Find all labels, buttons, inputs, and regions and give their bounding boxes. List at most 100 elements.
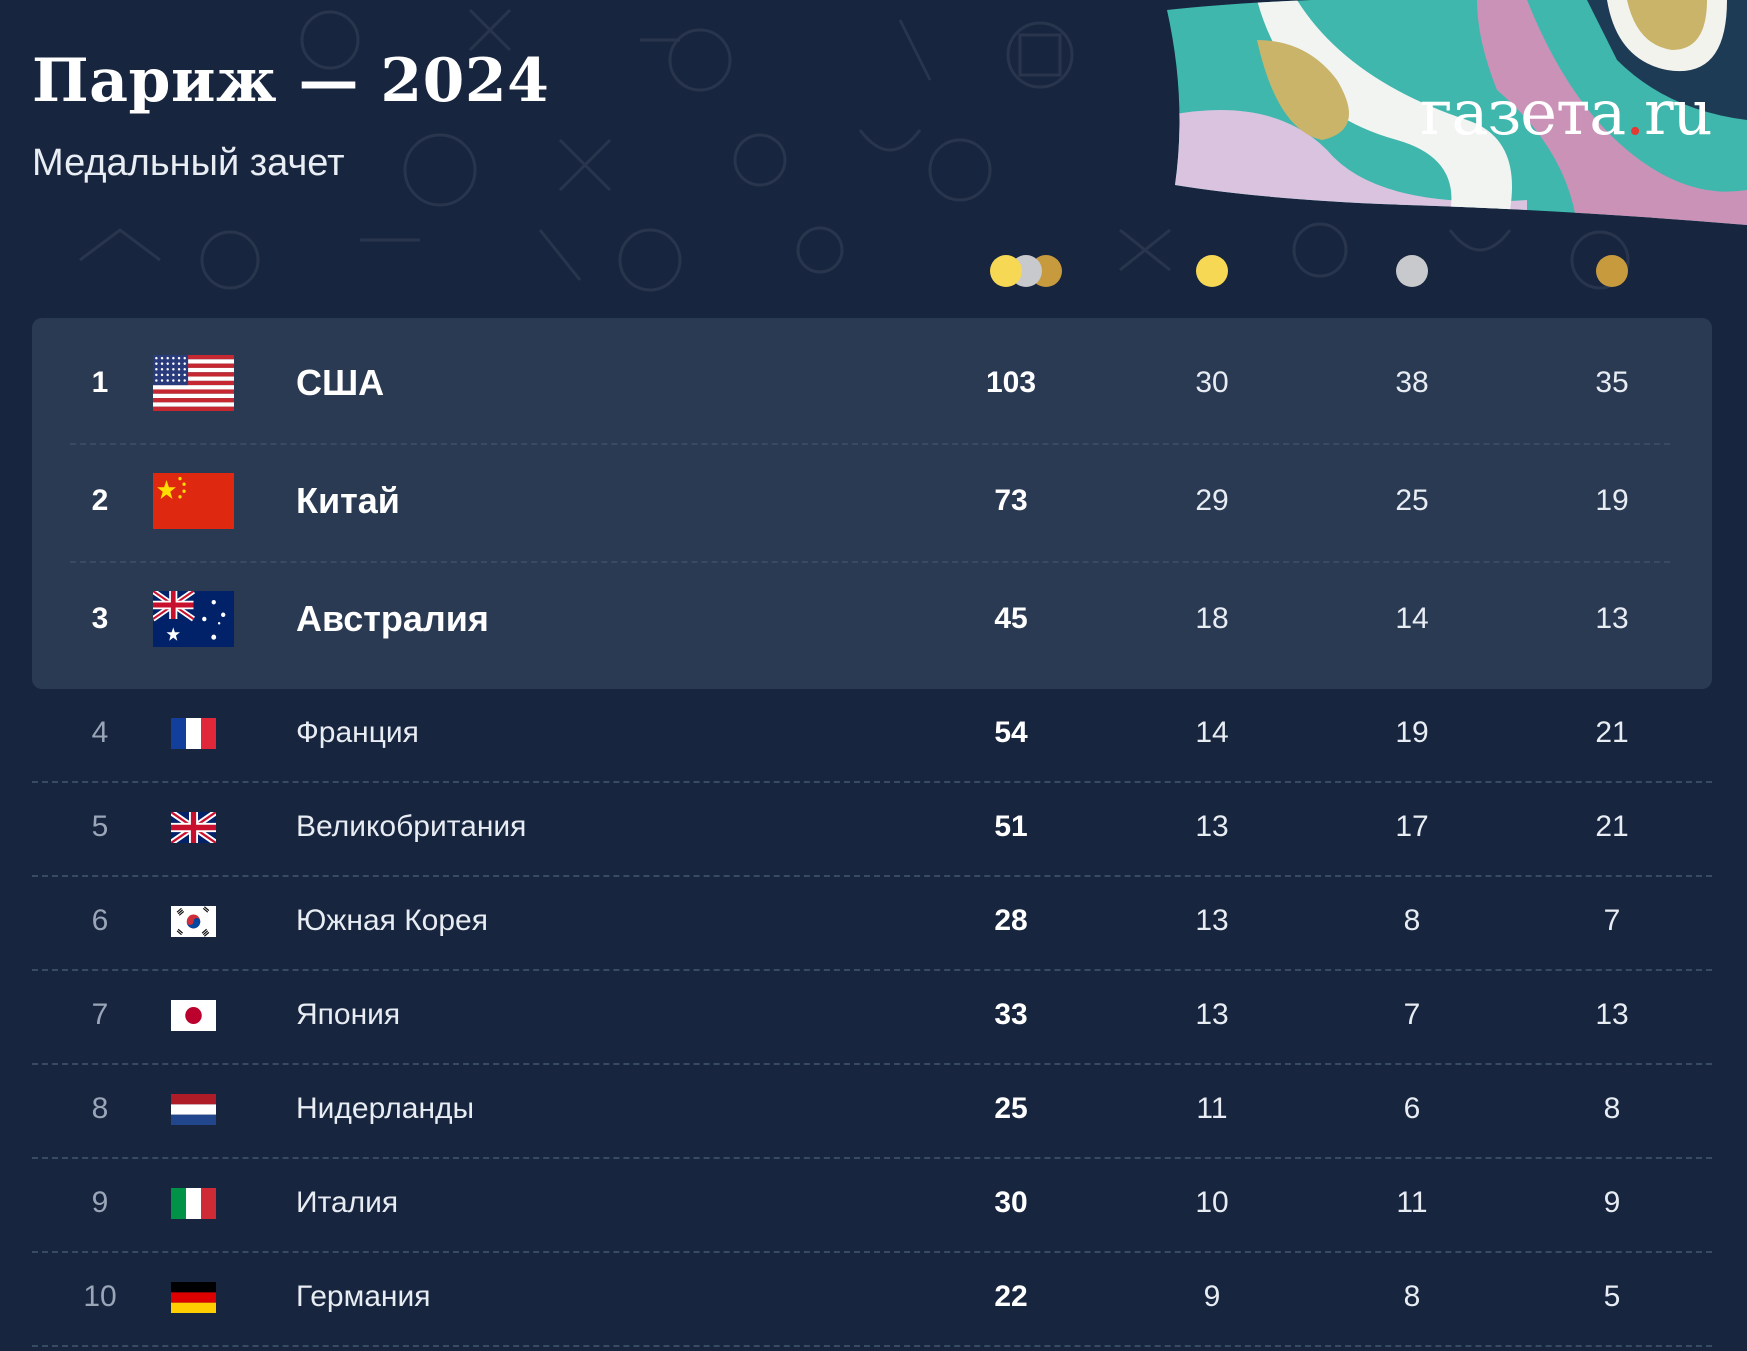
country-name: Германия xyxy=(296,1280,431,1313)
country-name: Нидерланды xyxy=(296,1092,475,1125)
logo-tld: ru xyxy=(1643,76,1713,149)
country-name: Австралия xyxy=(296,598,489,639)
bronze-medals-cell: 13 xyxy=(1595,602,1629,635)
gold-medals-cell: 29 xyxy=(1195,484,1229,517)
row-divider xyxy=(32,781,1712,783)
bronze-medals-cell: 9 xyxy=(1603,1186,1621,1219)
table-row: 3 Австралия 45 18 14 13 xyxy=(0,591,1747,647)
gold-dot-icon xyxy=(990,255,1022,287)
table-row: 2 Китай 73 29 25 19 xyxy=(0,473,1747,529)
table-row: 7 Япония 33 13 7 13 xyxy=(0,990,1747,1040)
total-medals-cell: 73 xyxy=(994,484,1028,517)
total-medals-cell: 51 xyxy=(994,810,1028,843)
country-name: Италия xyxy=(296,1186,399,1219)
rank-cell: 6 xyxy=(91,904,109,937)
row-divider xyxy=(32,1345,1712,1347)
table-row: 6 Южная Корея 28 13 8 7 xyxy=(0,896,1747,946)
country-name: Франция xyxy=(296,716,419,749)
gold-medal-icon xyxy=(1196,255,1228,287)
bronze-medal-icon xyxy=(1596,255,1628,287)
silver-medals-cell: 8 xyxy=(1403,904,1421,937)
silver-medals-cell: 14 xyxy=(1395,602,1429,635)
silver-medal-icon xyxy=(1396,255,1428,287)
bronze-medals-cell: 13 xyxy=(1595,998,1629,1031)
top-three-highlight xyxy=(32,318,1712,689)
total-medals-cell: 30 xyxy=(994,1186,1028,1219)
total-medals-cell: 45 xyxy=(994,602,1028,635)
rank-cell: 10 xyxy=(83,1280,117,1313)
logo-dot: . xyxy=(1625,76,1645,149)
bronze-medals-cell: 5 xyxy=(1603,1280,1621,1313)
gazeta-logo[interactable]: газета.ru xyxy=(1420,76,1713,149)
rank-cell: 3 xyxy=(91,602,109,635)
table-row: 1 США 103 30 38 35 xyxy=(0,355,1747,411)
country-name: Китай xyxy=(296,480,400,521)
netherlands-flag-icon xyxy=(171,1093,216,1125)
logo-name: газета xyxy=(1420,76,1626,149)
table-row: 5 Великобритания 51 13 17 21 xyxy=(0,802,1747,852)
bronze-medals-cell: 21 xyxy=(1595,716,1629,749)
bronze-medals-cell: 8 xyxy=(1603,1092,1621,1125)
germany-flag-icon xyxy=(171,1281,216,1313)
rank-cell: 2 xyxy=(91,484,109,517)
italy-flag-icon xyxy=(171,1187,216,1219)
total-medals-cell: 54 xyxy=(994,716,1028,749)
silver-medals-cell: 25 xyxy=(1395,484,1429,517)
table-row: 8 Нидерланды 25 11 6 8 xyxy=(0,1084,1747,1134)
total-medals-cell: 33 xyxy=(994,998,1028,1031)
gold-medals-cell: 13 xyxy=(1195,904,1229,937)
bronze-medals-cell: 19 xyxy=(1595,484,1629,517)
rank-cell: 9 xyxy=(91,1186,109,1219)
silver-medals-cell: 6 xyxy=(1403,1092,1421,1125)
gold-medals-cell: 13 xyxy=(1195,998,1229,1031)
row-divider xyxy=(32,1157,1712,1159)
south-korea-flag-icon xyxy=(171,905,216,937)
page-title: Париж — 2024 xyxy=(32,46,550,116)
gold-medals-cell: 14 xyxy=(1195,716,1229,749)
row-divider xyxy=(70,561,1670,563)
bronze-medals-cell: 21 xyxy=(1595,810,1629,843)
china-flag-icon xyxy=(153,473,234,529)
gold-medals-cell: 30 xyxy=(1195,366,1229,399)
gold-medals-cell: 9 xyxy=(1203,1280,1221,1313)
sport-icons-pattern xyxy=(79,8,1630,292)
gold-medals-cell: 10 xyxy=(1195,1186,1229,1219)
row-divider xyxy=(32,1063,1712,1065)
bronze-medals-cell: 7 xyxy=(1603,904,1621,937)
row-divider xyxy=(70,443,1670,445)
australia-flag-icon xyxy=(153,591,234,647)
gold-medals-cell: 11 xyxy=(1196,1092,1228,1125)
table-row: 10 Германия 22 9 8 5 xyxy=(0,1272,1747,1322)
rank-cell: 7 xyxy=(91,998,109,1031)
silver-medals-cell: 19 xyxy=(1395,716,1429,749)
row-divider xyxy=(32,1251,1712,1253)
total-medals-cell: 103 xyxy=(985,366,1037,399)
rank-cell: 8 xyxy=(91,1092,109,1125)
gold-medals-cell: 18 xyxy=(1195,602,1229,635)
rank-cell: 5 xyxy=(91,810,109,843)
country-name: Великобритания xyxy=(296,810,527,843)
japan-flag-icon xyxy=(171,999,216,1031)
gold-medals-cell: 13 xyxy=(1195,810,1229,843)
country-name: Южная Корея xyxy=(296,904,488,937)
paris-flag-artwork xyxy=(1167,0,1747,225)
bronze-medals-cell: 35 xyxy=(1595,366,1629,399)
silver-medals-cell: 11 xyxy=(1396,1186,1428,1219)
row-divider xyxy=(32,969,1712,971)
total-medals-cell: 25 xyxy=(994,1092,1028,1125)
silver-medals-cell: 8 xyxy=(1403,1280,1421,1313)
table-row: 4 Франция 54 14 19 21 xyxy=(0,708,1747,758)
total-medals-cell: 28 xyxy=(994,904,1028,937)
country-name: США xyxy=(296,362,385,403)
uk-flag-icon xyxy=(171,811,216,843)
france-flag-icon xyxy=(171,717,216,749)
row-divider xyxy=(32,875,1712,877)
usa-flag-icon xyxy=(153,355,234,411)
page-subtitle: Медальный зачет xyxy=(32,142,345,184)
silver-medals-cell: 7 xyxy=(1403,998,1421,1031)
silver-medals-cell: 17 xyxy=(1395,810,1429,843)
country-name: Япония xyxy=(296,998,401,1031)
rank-cell: 1 xyxy=(91,366,109,399)
total-medals-cell: 22 xyxy=(994,1280,1028,1313)
rank-cell: 4 xyxy=(91,716,109,749)
